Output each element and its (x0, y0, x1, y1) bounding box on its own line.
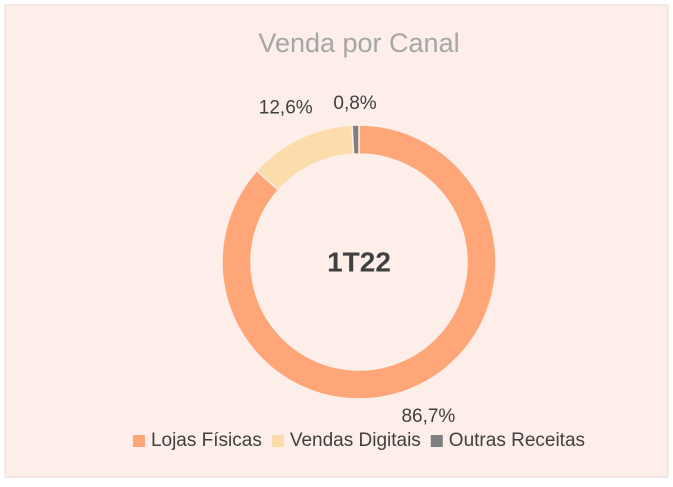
data-label: 12,6% (259, 98, 313, 119)
legend-label: Lojas Físicas (151, 430, 262, 451)
chart-title: Venda por Canal (258, 28, 459, 58)
donut-segment (221, 124, 497, 400)
legend-swatch (132, 435, 145, 447)
data-label: 86,7% (401, 406, 455, 427)
chart-background (4, 4, 669, 478)
donut-segment (351, 124, 360, 155)
legend-label: Outras Receitas (449, 430, 585, 451)
data-label: 0,8% (333, 93, 376, 114)
legend-swatch (430, 435, 443, 447)
center-label: 1T22 (327, 246, 391, 277)
legend-swatch (271, 435, 284, 447)
legend-label: Vendas Digitais (290, 430, 421, 451)
